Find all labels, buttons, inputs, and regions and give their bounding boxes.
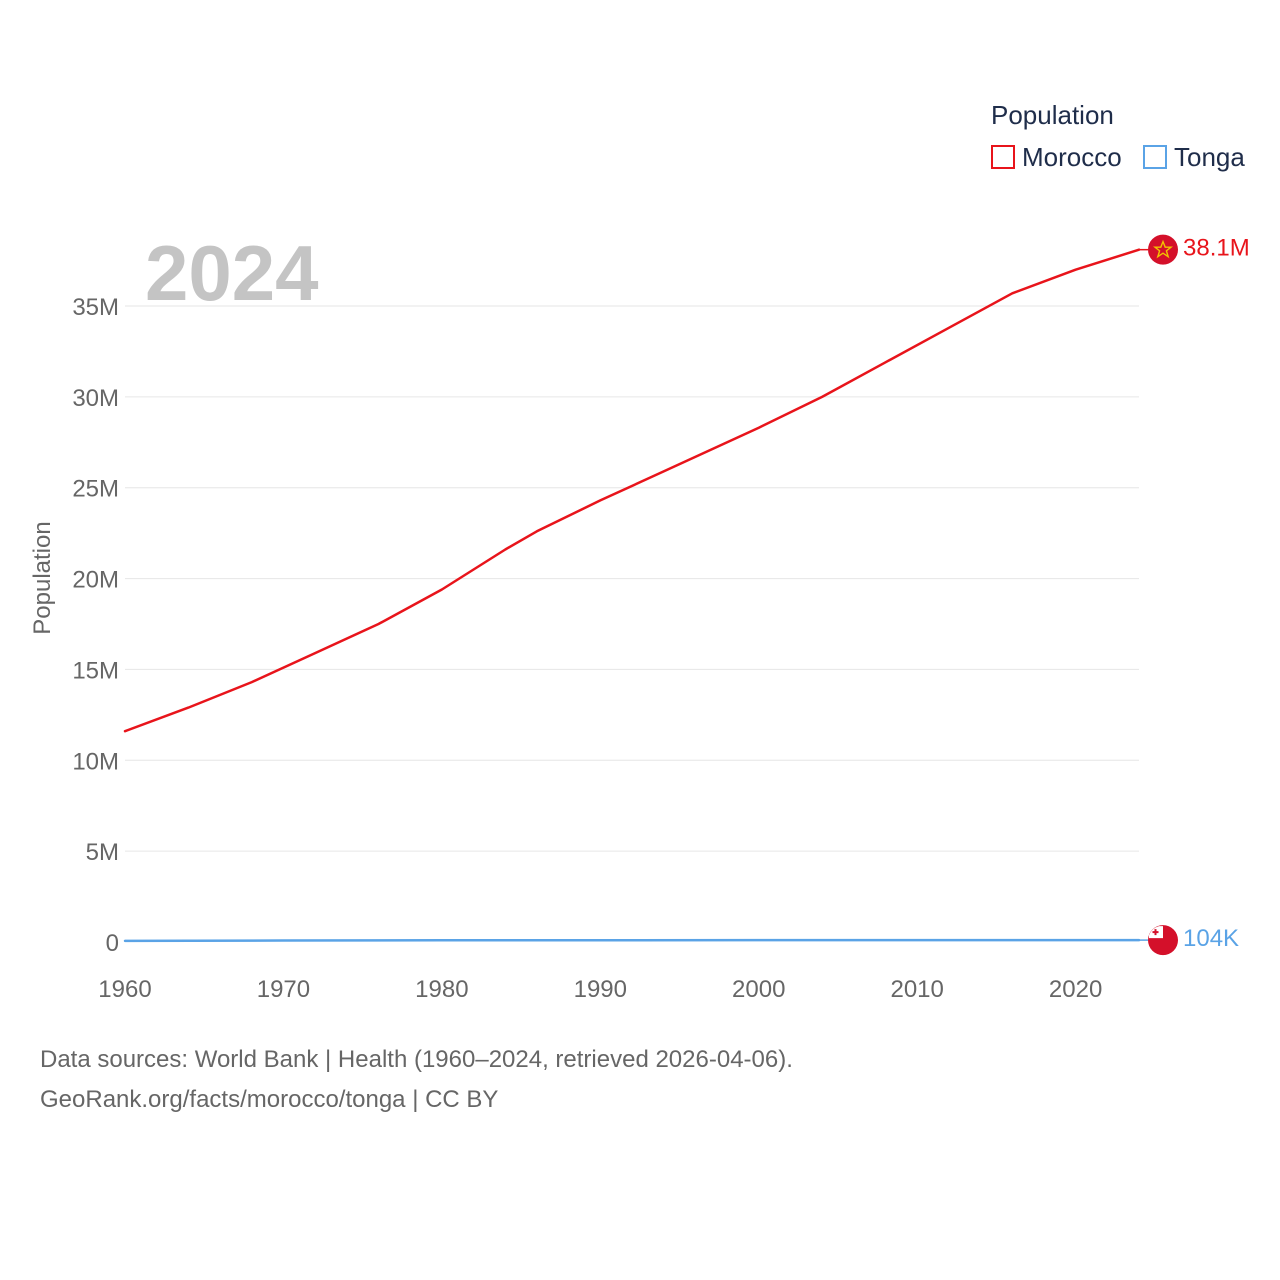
legend-swatch-morocco[interactable] [991,145,1015,169]
morocco-end-marker: 38.1M [1139,235,1250,265]
legend-label-morocco[interactable]: Morocco [1022,142,1122,172]
year-label: 2024 [145,229,319,317]
x-tick-label: 2000 [732,976,785,1003]
legend-title: Population [991,100,1114,130]
grid-lines [125,305,1139,852]
source-line: Data sources: World Bank | Health (1960–… [40,1046,793,1073]
attribution-line[interactable]: GeoRank.org/facts/morocco/tonga | CC BY [40,1086,499,1113]
x-tick-label: 2020 [1049,976,1102,1003]
x-tick-label: 1980 [415,976,468,1003]
x-tick-label: 2010 [890,976,943,1003]
x-tick-label: 1990 [574,976,627,1003]
y-tick-label: 25M [72,476,119,503]
x-tick-label: 1960 [98,976,151,1003]
morocco-end-label: 38.1M [1183,235,1250,262]
data-source-note: Data sources: World Bank | Health (1960–… [40,1040,793,1120]
legend-swatch-tonga[interactable] [1143,145,1167,169]
series-line-tonga [123,938,1141,943]
y-tick-labels: 0 5M 10M 15M 20M 25M 30M 35M [72,294,119,957]
series-lines [123,248,1141,943]
y-tick-label: 20M [72,567,119,594]
legend-label-tonga[interactable]: Tonga [1174,142,1245,172]
y-tick-label: 30M [72,385,119,412]
tonga-flag-icon [1148,925,1178,956]
y-tick-label: 0 [106,930,119,957]
morocco-flag-icon [1148,234,1178,265]
y-axis-label: Population [29,521,56,634]
tonga-end-label: 104K [1183,925,1239,952]
y-tick-label: 5M [86,839,119,866]
y-tick-label: 10M [72,748,119,775]
series-line-morocco [123,248,1141,733]
y-tick-label: 35M [72,294,119,321]
legend: Population Morocco Tonga [991,100,1245,172]
y-tick-label: 15M [72,657,119,684]
x-tick-labels: 1960 1970 1980 1990 2000 2010 2020 [98,976,1102,1003]
x-tick-label: 1970 [257,976,310,1003]
tonga-end-marker: 104K [1139,925,1239,956]
